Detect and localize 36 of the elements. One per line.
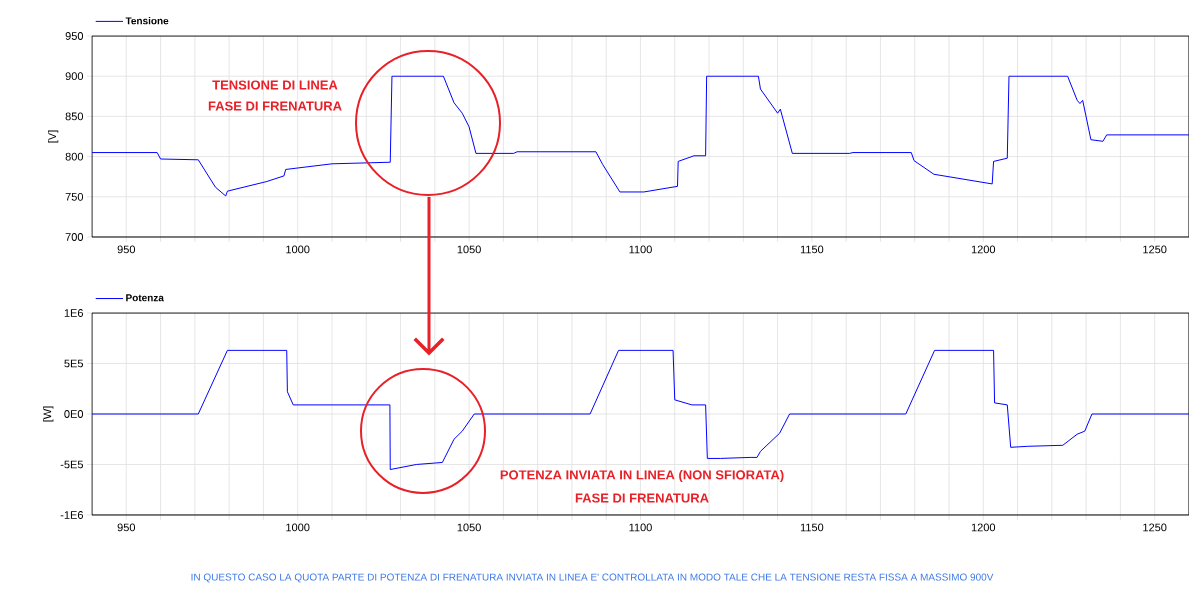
y-tick-label: 800 xyxy=(65,152,84,161)
y-axis-title: [V] xyxy=(48,130,59,143)
annotation: TENSIONE DI LINEA xyxy=(212,80,338,90)
y-tick-label: 700 xyxy=(65,233,84,241)
x-tick-label: 1000 xyxy=(286,523,310,532)
y-tick-label: -1E6 xyxy=(60,511,83,519)
y-tick-label: -5E5 xyxy=(60,460,84,469)
y-tick-label: 0E0 xyxy=(64,410,84,418)
x-tick-label: 1200 xyxy=(971,523,996,532)
x-tick-label: 1150 xyxy=(800,245,824,254)
y-tick-label: 5E5 xyxy=(64,359,84,368)
legend-label: Potenza xyxy=(126,294,164,302)
x-tick-label: 1100 xyxy=(629,523,652,532)
x-tick-label: 1100 xyxy=(629,245,652,254)
annotation: FASE DI FRENATURA xyxy=(208,101,342,111)
x-tick-label: 1000 xyxy=(286,245,310,254)
x-tick-label: 1050 xyxy=(457,523,481,532)
x-tick-label: 1250 xyxy=(1143,245,1167,254)
y-tick-label: 900 xyxy=(65,72,84,81)
annotation: FASE DI FRENATURA xyxy=(575,493,709,503)
x-tick-label: 1050 xyxy=(457,245,481,254)
y-axis-title: [W] xyxy=(43,406,54,422)
annotation: POTENZA INVIATA IN LINEA (NON SFIORATA) xyxy=(500,469,784,483)
line-series xyxy=(92,75,1189,197)
y-tick-label: 750 xyxy=(65,192,84,201)
legend-label: Tensione xyxy=(125,17,169,25)
text: IN QUESTO CASO LA QUOTA PARTE DI POTENZA DI FRENATURA INVIATA IN LINEA E' CONTROLLATA IN MODO TALE CHE LA TENSIONE RESTA FISSA A MASSIMO 900V xyxy=(191,573,994,583)
x-tick-label: 1250 xyxy=(1143,523,1167,532)
x-tick-label: 950 xyxy=(117,245,136,254)
y-tick-label: 1E6 xyxy=(64,309,83,317)
x-tick-label: 1150 xyxy=(800,523,824,532)
x-tick-label: 950 xyxy=(117,523,136,532)
line-series xyxy=(92,349,1189,471)
y-tick-label: 950 xyxy=(65,32,84,40)
y-tick-label: 850 xyxy=(65,112,84,121)
x-tick-label: 1200 xyxy=(971,245,996,254)
